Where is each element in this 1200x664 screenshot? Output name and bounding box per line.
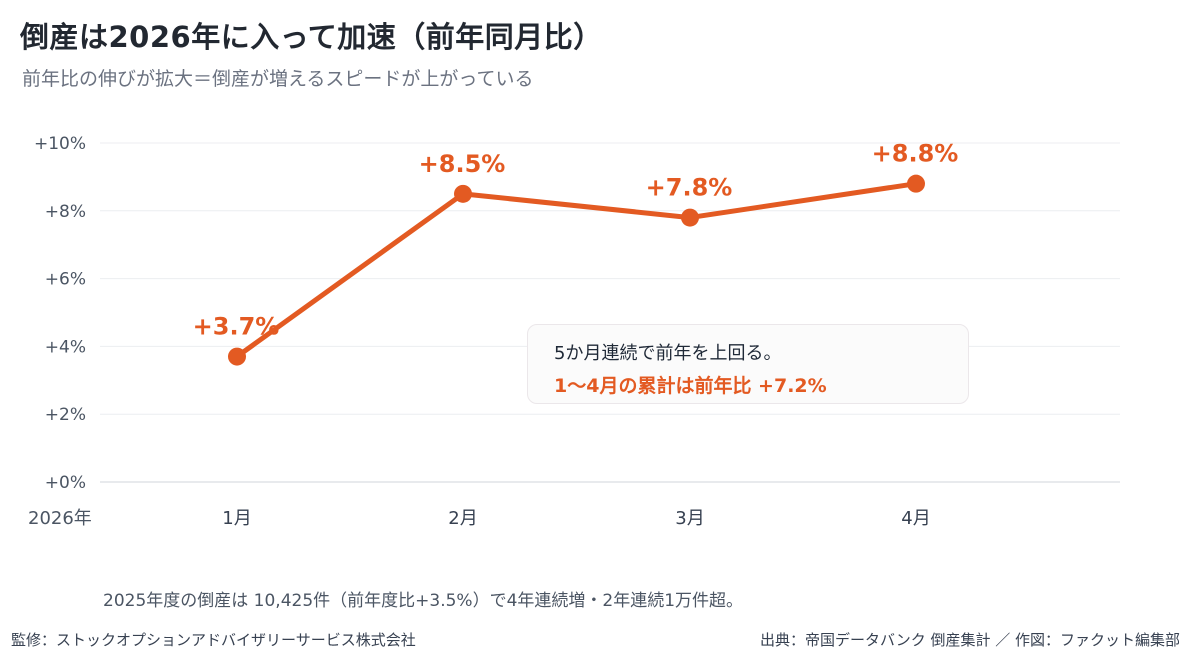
data-point	[454, 184, 472, 203]
data-point	[681, 208, 699, 227]
y-tick-label: +10%	[34, 134, 86, 154]
data-label: +3.7%	[193, 313, 280, 341]
data-point	[228, 347, 246, 366]
callout-highlight: 1〜4月の累計は前年比 +7.2%	[554, 375, 827, 397]
data-label: +8.5%	[419, 150, 506, 178]
data-label: +7.8%	[646, 174, 733, 202]
x-tick-label: 3月	[675, 508, 704, 529]
x-tick-label: 4月	[901, 508, 930, 529]
source-credit: 出典：帝国データバンク 倒産集計 ／ 作図：ファクット編集部	[759, 631, 1180, 649]
y-tick-label: +8%	[45, 202, 86, 222]
supervisor-credit: 監修：ストックオプションアドバイザリーサービス株式会社	[11, 631, 416, 649]
callout-text: 5か月連続で前年を上回る。	[554, 343, 782, 364]
y-tick-label: +4%	[45, 337, 86, 357]
chart-subtitle: 前年比の伸びが拡大＝倒産が増えるスピードが上がっている	[22, 68, 534, 90]
chart-title: 倒産は2026年に入って加速（前年同月比）	[20, 20, 603, 54]
series-line	[234, 181, 919, 360]
y-tick-label: +6%	[45, 270, 86, 290]
x-tick-label: 1月	[222, 508, 251, 529]
x-axis-year-label: 2026年	[28, 508, 92, 529]
x-tick-label: 2月	[448, 508, 477, 529]
y-tick-label: +2%	[45, 405, 86, 425]
callout-box: 5か月連続で前年を上回る。 1〜4月の累計は前年比 +7.2%	[527, 324, 969, 404]
data-label: +8.8%	[872, 140, 959, 168]
y-tick-label: +0%	[45, 473, 86, 493]
footnote: 2025年度の倒産は 10,425件（前年度比+3.5%）で4年連続増・2年連続…	[103, 591, 744, 611]
data-point	[907, 174, 925, 193]
